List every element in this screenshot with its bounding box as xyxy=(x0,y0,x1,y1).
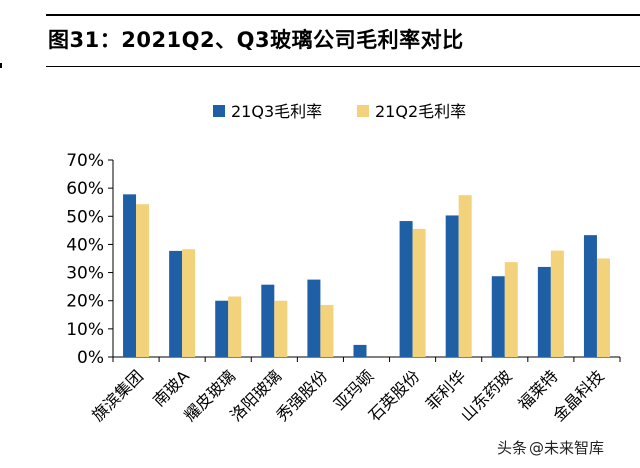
y-tick-label: 40% xyxy=(66,235,104,255)
bar-q3 xyxy=(445,215,459,357)
bar-q2 xyxy=(504,262,518,357)
bar-q2 xyxy=(182,249,196,357)
watermark-handle: @未来智库 xyxy=(529,439,605,457)
bar-q2 xyxy=(458,195,472,357)
category-label: 秀强股份 xyxy=(273,366,332,425)
bar-q2 xyxy=(596,258,610,357)
chart-axes: 0% 10% 20% 30% 40% 50% 60% 70% xyxy=(66,151,621,368)
bar-q2 xyxy=(320,304,334,357)
legend-label-q3: 21Q3毛利率 xyxy=(231,102,322,121)
y-tick-label: 50% xyxy=(66,207,104,227)
bar-q2 xyxy=(136,204,150,357)
category-label: 金晶科技 xyxy=(549,366,608,425)
bar-q2 xyxy=(228,296,242,357)
title-rule xyxy=(46,66,640,67)
y-tick-label: 10% xyxy=(66,320,104,340)
bar-q2 xyxy=(274,300,288,357)
y-tick-label: 20% xyxy=(66,292,104,312)
watermark: 头条 @未来智库 xyxy=(497,437,604,458)
y-tick-label: 70% xyxy=(66,151,104,171)
category-label: 山东药玻 xyxy=(457,366,516,425)
category-label: 南玻A xyxy=(149,366,193,410)
top-rule xyxy=(46,14,640,16)
figure-title: 图31：2021Q2、Q3玻璃公司毛利率对比 xyxy=(48,28,464,52)
chart-bars xyxy=(123,194,610,357)
bar-q3 xyxy=(399,221,413,357)
left-edge-mark xyxy=(0,63,2,68)
bar-q3 xyxy=(307,279,321,357)
bar-q3 xyxy=(123,194,137,357)
bar-q3 xyxy=(491,276,505,357)
bar-q3 xyxy=(353,344,367,357)
bar-q3 xyxy=(261,284,275,357)
watermark-source: 头条 xyxy=(497,439,528,457)
y-tick-label: 60% xyxy=(66,179,104,199)
bar-q3 xyxy=(537,266,551,357)
bar-q3 xyxy=(215,300,229,357)
bar-q3 xyxy=(583,235,597,357)
category-label: 石英股份 xyxy=(365,366,424,425)
y-tick-label: 30% xyxy=(66,264,104,284)
y-tick-label: 0% xyxy=(77,348,104,368)
bar-q2 xyxy=(550,250,564,357)
category-label: 旗滨集团 xyxy=(88,366,147,425)
chart-legend: 21Q3毛利率 21Q2毛利率 xyxy=(213,102,466,121)
bar-q3 xyxy=(169,250,183,357)
legend-swatch-q2 xyxy=(357,105,369,117)
bar-q2 xyxy=(412,228,426,357)
legend-label-q2: 21Q2毛利率 xyxy=(375,102,466,121)
legend-swatch-q3 xyxy=(213,105,225,117)
